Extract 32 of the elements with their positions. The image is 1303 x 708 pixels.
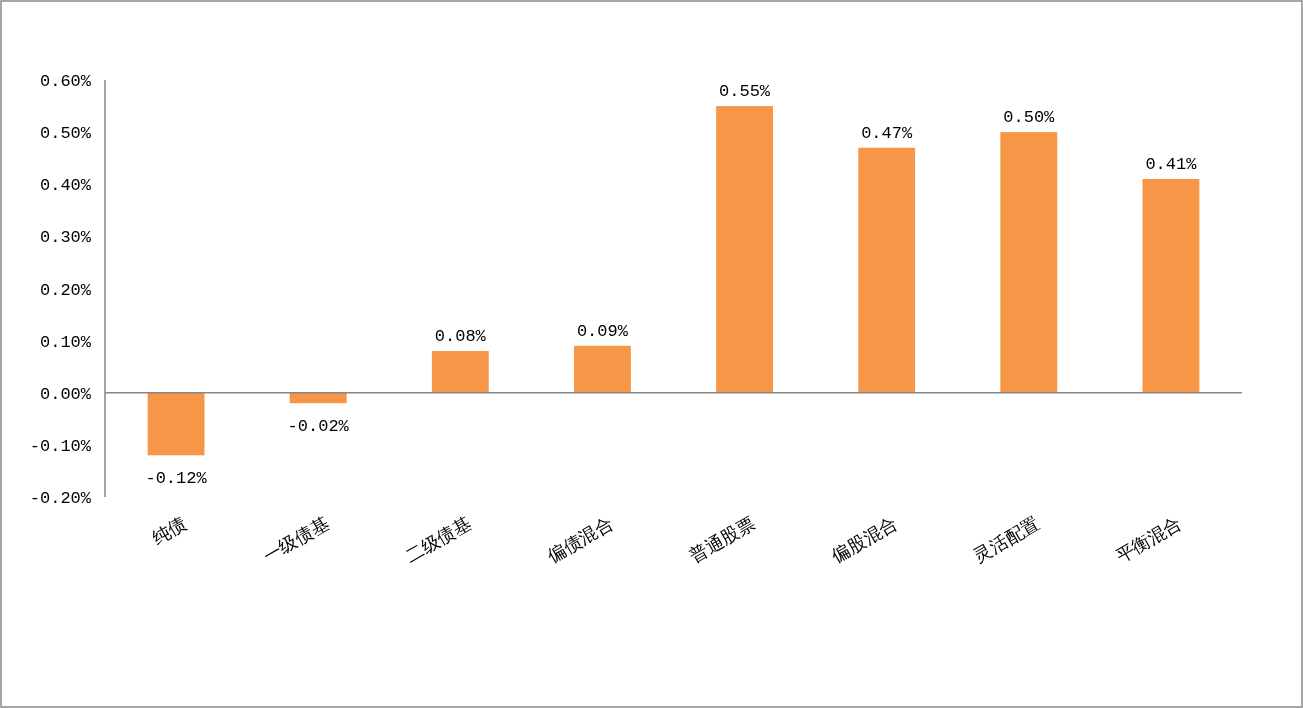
data-label: 0.41%: [1145, 155, 1198, 175]
bar: [147, 392, 205, 456]
y-tick-label: -0.10%: [29, 436, 92, 456]
y-tick-label: 0.10%: [39, 332, 92, 352]
x-tick-label: 偏债混合: [543, 512, 617, 567]
x-tick-label: 偏股混合: [827, 512, 901, 567]
bar: [1000, 132, 1058, 393]
x-tick-label: 普通股票: [685, 512, 759, 567]
data-label: -0.02%: [287, 417, 350, 437]
bar: [716, 106, 773, 393]
y-tick-label: 0.30%: [39, 228, 92, 248]
data-label: 0.55%: [719, 82, 771, 102]
y-tick-label: 0.50%: [39, 124, 92, 144]
y-tick-label: 0.40%: [39, 176, 92, 196]
bar: [858, 147, 916, 393]
y-tick-label: 0.00%: [39, 384, 92, 404]
data-label: 0.08%: [434, 327, 487, 347]
x-tick-label: 二级债基: [401, 512, 475, 567]
bar: [1142, 179, 1200, 393]
y-tick-label: 0.20%: [39, 280, 92, 300]
data-label: 0.09%: [576, 321, 629, 341]
data-label: 0.47%: [861, 123, 913, 143]
y-tick-label: 0.60%: [39, 72, 92, 91]
x-tick-label: 纯债: [148, 512, 191, 549]
x-tick-label: 一级债基: [259, 512, 333, 567]
x-tick-label: 灵活配置: [969, 512, 1043, 567]
data-label: -0.12%: [145, 469, 208, 489]
bar: [431, 351, 489, 393]
data-label: 0.50%: [1003, 108, 1056, 128]
bar: [574, 345, 631, 393]
x-tick-label: 平衡混合: [1112, 512, 1185, 567]
y-tick-label: -0.20%: [29, 489, 92, 508]
